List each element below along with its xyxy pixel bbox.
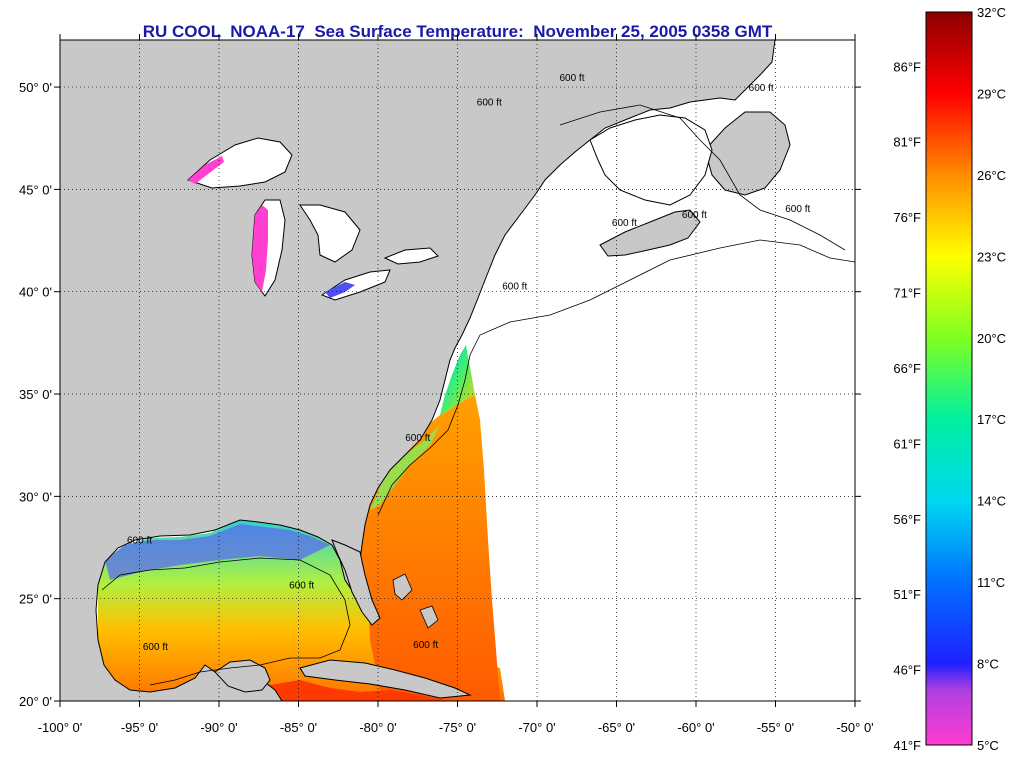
lon-tick-label: -85° 0' [280,720,317,735]
colorbar-celsius-label: 14°C [977,494,1006,509]
isobath-label: 600 ft [682,210,707,221]
north-america-land [60,40,776,701]
lon-tick-label: -75° 0' [439,720,476,735]
colorbar-fahrenheit-label: 66°F [893,361,921,376]
bahamas-land [392,573,413,601]
longitude-axis: -100° 0' -95° 0' -90° 0' -85° 0' -80° 0' -75°… [38,34,874,735]
colorbar-celsius-label: 26°C [977,168,1006,183]
colorbar-celsius-label: 23°C [977,249,1006,264]
map-plot-area: 600 ft 600 ft 600 ft 600 ft 600 ft 600 ft 600 … [60,40,855,701]
colorbar-fahrenheit-label: 71°F [893,286,921,301]
colorbar-fahrenheit-label: 41°F [893,738,921,753]
map-grid [60,40,855,701]
isobath-label: 600 ft [143,642,168,653]
lat-tick-label: 40° 0' [19,285,52,300]
colorbar-celsius-label: 17°C [977,412,1006,427]
gulf-isobath-line [101,557,351,686]
isobath-label: 600 ft [749,83,774,94]
lat-tick-label: 30° 0' [19,489,52,504]
colorbar-fahrenheit-label: 81°F [893,135,921,150]
colorbar-fahrenheit-label: 76°F [893,210,921,225]
isobath-label: 600 ft [612,218,637,229]
lake-ontario [383,247,439,265]
isobath-label: 600 ft [477,97,502,108]
colorbar-fahrenheit-label: 46°F [893,663,921,678]
lon-tick-label: -60° 0' [677,720,714,735]
lat-tick-label: 50° 0' [19,80,52,95]
map-title: RU COOL NOAA-17 Sea Surface Temperature:… [142,22,773,41]
colorbar-fahrenheit-label: 56°F [893,512,921,527]
florida-land [331,539,381,626]
colorbar-celsius-label: 8°C [977,657,999,672]
isobath-label: 600 ft [289,580,314,591]
lake-michigan-cold [252,205,268,292]
colorbar-fahrenheit-label: 86°F [893,59,921,74]
latitude-axis: 20° 0' 25° 0' 30° 0' 35° 0' 40° 0' 45° 0' 50° … [19,80,861,709]
isobath-label: 600 ft [559,73,584,84]
lat-tick-label: 35° 0' [19,387,52,402]
lake-superior [187,137,293,189]
lon-tick-label: -70° 0' [518,720,555,735]
colorbar-celsius-label: 29°C [977,86,1006,101]
colorbar-fahrenheit-label: 61°F [893,436,921,451]
lon-tick-label: -55° 0' [757,720,794,735]
lon-tick-label: -95° 0' [121,720,158,735]
isobath-label: 600 ft [413,640,438,651]
lon-tick-label: -80° 0' [359,720,396,735]
isobath-label: 600 ft [405,433,430,444]
isobath-label: 600 ft [127,535,152,546]
lat-tick-label: 45° 0' [19,182,52,197]
lake-huron [299,204,361,263]
bahamas-land-2 [419,605,439,629]
newfoundland-land [704,111,791,196]
caribbean-sst [250,680,450,701]
lon-tick-label: -50° 0' [836,720,873,735]
lon-tick-label: -90° 0' [200,720,237,735]
cuba-land [299,659,472,699]
isobath-labels: 600 ft 600 ft 600 ft 600 ft 600 ft 600 ft 600 … [127,73,811,653]
lon-tick-label: -100° 0' [38,720,83,735]
gulf-of-st-lawrence [589,114,713,206]
northern-isobath-line [559,104,846,251]
isobath-label: 600 ft [785,204,810,215]
isobath-label: 600 ft [502,282,527,293]
atlantic-isobath-line [377,239,855,516]
lon-tick-label: -65° 0' [598,720,635,735]
lat-tick-label: 20° 0' [19,694,52,709]
colorbar [925,11,973,746]
colorbar-celsius-label: 32°C [977,5,1006,20]
colorbar-celsius-label: 20°C [977,331,1006,346]
colorbar-celsius-label: 11°C [977,575,1005,590]
lake-superior-cold-fringe [188,156,224,184]
colorbar-labels: 32°C 29°C 26°C 23°C 20°C 17°C 14°C 11°C 8°C 5°C 86… [893,5,1006,753]
colorbar-fahrenheit-label: 51°F [893,587,921,602]
south-atlantic-bight-sst [370,425,440,510]
maritimes-land [599,209,701,257]
lake-erie-cold [325,282,355,298]
gulf-nearshore-cool [105,524,330,580]
colorbar-celsius-label: 5°C [977,738,999,753]
lat-tick-label: 25° 0' [19,592,52,607]
